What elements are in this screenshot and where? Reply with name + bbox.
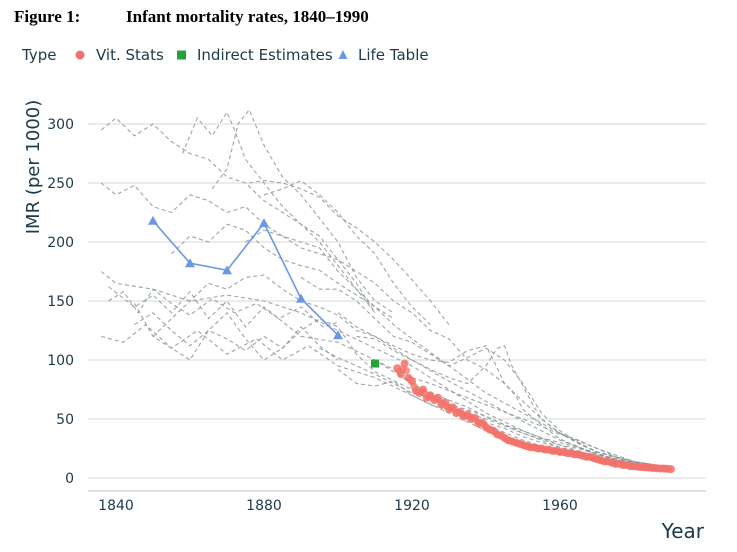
y-axis-label: IMR (per 1000): [23, 100, 44, 235]
y-tick-label-0: 0: [65, 471, 74, 487]
legend-vit-stats-marker: [75, 50, 85, 60]
dashed-series-21: [134, 312, 339, 361]
dashed-series-19: [319, 347, 672, 470]
y-tick-label-200: 200: [47, 235, 74, 251]
dashed-series-14: [300, 276, 672, 468]
dashed-series-13: [245, 229, 672, 468]
figure-title: Infant mortality rates, 1840–1990: [126, 7, 369, 26]
x-tick-label-1960: 1960: [542, 498, 578, 514]
vit-stats-series: [393, 359, 675, 474]
dashed-series-12: [171, 223, 672, 468]
legend-indirect-marker: [177, 50, 186, 60]
dashed-series-2: [100, 182, 394, 320]
dashed-series-1: [100, 117, 376, 314]
dashed-series-5: [263, 179, 431, 325]
indirect-estimates-series: [371, 359, 379, 368]
legend-life-table-label: Life Table: [358, 46, 429, 64]
dashed-series-group: [100, 108, 672, 471]
dashed-series-22: [108, 288, 339, 328]
y-tick-label-50: 50: [56, 412, 74, 428]
life-table-point-1880: [259, 218, 269, 228]
y-tick-label-250: 250: [47, 176, 74, 192]
x-tick-label-1920: 1920: [394, 498, 430, 514]
dashed-series-18: [337, 368, 672, 471]
life-table-point-1900: [333, 330, 343, 340]
x-tick-label-1840: 1840: [98, 498, 134, 514]
dashed-series-8: [108, 286, 672, 471]
life-table-point-1870: [222, 265, 232, 275]
legend-vit-stats-label: Vit. Stats: [96, 46, 164, 64]
legend-indirect-label: Indirect Estimates: [197, 46, 333, 64]
figure-heading: Figure 1: Infant mortality rates, 1840–19…: [14, 7, 369, 27]
dashed-series-9: [101, 323, 672, 471]
axes: 0 50 100 150 200 250 300 1840 1880 1920 1960: [47, 117, 706, 514]
figure-number: Figure 1:: [14, 7, 81, 26]
life-table-point-1850: [148, 215, 158, 225]
vit-stats-point-1918: [400, 359, 409, 368]
legend-title: Type: [21, 46, 56, 64]
gridlines: [88, 123, 706, 479]
dashed-series-7: [100, 271, 672, 470]
life-table-line: [152, 220, 339, 336]
life-table-point-1890: [296, 293, 306, 303]
x-axis-label: Year: [661, 519, 705, 543]
dashed-series-10: [134, 303, 672, 470]
dashed-series-11: [152, 274, 672, 470]
dashed-series-15: [337, 312, 672, 468]
y-tick-label-100: 100: [47, 353, 74, 369]
legend: Type Vit. Stats Indirect Estimates Life …: [21, 46, 429, 64]
dashed-series-4: [211, 108, 394, 314]
legend-life-table-marker: [338, 50, 348, 59]
dashed-series-20: [411, 377, 672, 470]
dashed-series-17: [374, 359, 672, 470]
dashed-series-16: [356, 335, 672, 468]
dashed-series-6: [249, 180, 450, 325]
y-tick-label-150: 150: [47, 294, 74, 310]
life-table-series: [148, 215, 343, 340]
y-tick-label-300: 300: [47, 117, 74, 133]
x-tick-label-1880: 1880: [246, 498, 282, 514]
vit-stats-subpoint-1918: [402, 367, 411, 375]
life-table-point-1860: [185, 258, 195, 268]
dashed-series-3: [182, 111, 376, 314]
indirect-estimate-point-1910: [371, 359, 379, 368]
vit-stats-point-1990: [667, 465, 675, 474]
